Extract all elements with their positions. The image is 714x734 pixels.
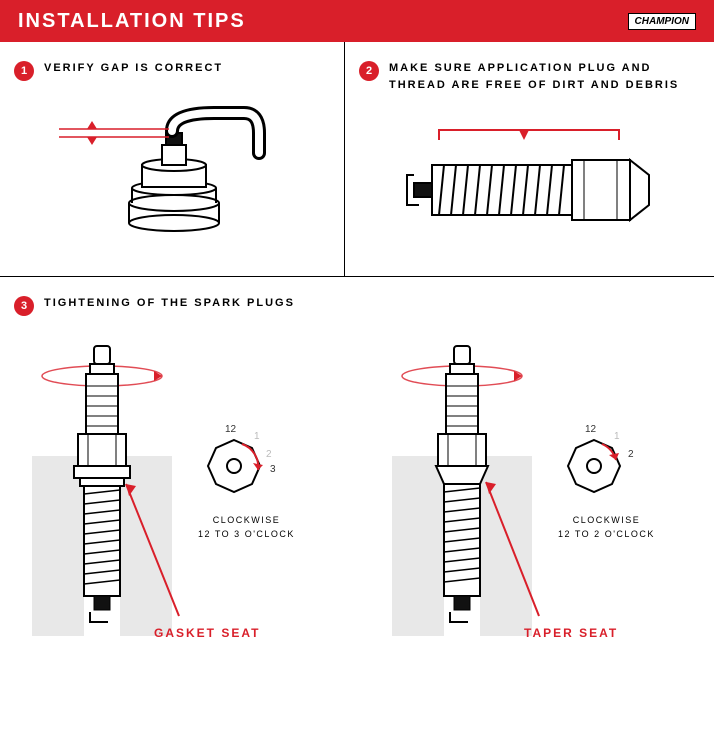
gasket-diagram — [14, 336, 354, 706]
diagram-thread — [359, 105, 700, 255]
panel-step-2: 2 MAKE SURE APPLICATION PLUG AND THREAD … — [345, 42, 714, 276]
taper-seat-label: TAPER SEAT — [524, 626, 618, 640]
step-badge-1: 1 — [14, 61, 34, 81]
top-row: 1 VERIFY GAP IS CORRECT — [0, 42, 714, 277]
step-head-3: 3 TIGHTENING OF THE SPARK PLUGS — [14, 295, 700, 316]
clockwise-left: CLOCKWISE12 TO 3 O'CLOCK — [198, 514, 295, 541]
header-bar: INSTALLATION TIPS CHAMPION — [0, 0, 714, 42]
step-head-2: 2 MAKE SURE APPLICATION PLUG AND THREAD … — [359, 60, 700, 93]
step-text-2: MAKE SURE APPLICATION PLUG AND THREAD AR… — [389, 60, 700, 93]
clockwise-right: CLOCKWISE12 TO 2 O'CLOCK — [558, 514, 655, 541]
step-text-3: TIGHTENING OF THE SPARK PLUGS — [44, 295, 295, 312]
brand-logo: CHAMPION — [628, 13, 696, 30]
step-head-1: 1 VERIFY GAP IS CORRECT — [14, 60, 330, 81]
gasket-seat-label: GASKET SEAT — [154, 626, 260, 640]
panel-step-3: 3 TIGHTENING OF THE SPARK PLUGS — [0, 277, 714, 734]
step-badge-3: 3 — [14, 296, 34, 316]
header-title: INSTALLATION TIPS — [18, 10, 246, 33]
dial-2-r: 2 — [628, 449, 634, 460]
dial-2: 2 — [266, 449, 272, 460]
gasket-column: 12 1 2 3 CLOCKWISE12 TO 3 O'CLOCK GASKET… — [14, 336, 354, 716]
dial-12: 12 — [225, 424, 236, 435]
bottom-content: 12 1 2 3 CLOCKWISE12 TO 3 O'CLOCK GASKET… — [14, 336, 700, 716]
dial-1-r: 1 — [614, 431, 620, 442]
panel-step-1: 1 VERIFY GAP IS CORRECT — [0, 42, 345, 276]
diagram-gap — [14, 93, 330, 243]
dial-3: 3 — [270, 464, 276, 475]
step-badge-2: 2 — [359, 61, 379, 81]
dial-12-r: 12 — [585, 424, 596, 435]
taper-diagram — [374, 336, 714, 706]
dial-1: 1 — [254, 431, 260, 442]
step-text-1: VERIFY GAP IS CORRECT — [44, 60, 223, 77]
taper-column: 12 1 2 CLOCKWISE12 TO 2 O'CLOCK TAPER SE… — [374, 336, 714, 716]
